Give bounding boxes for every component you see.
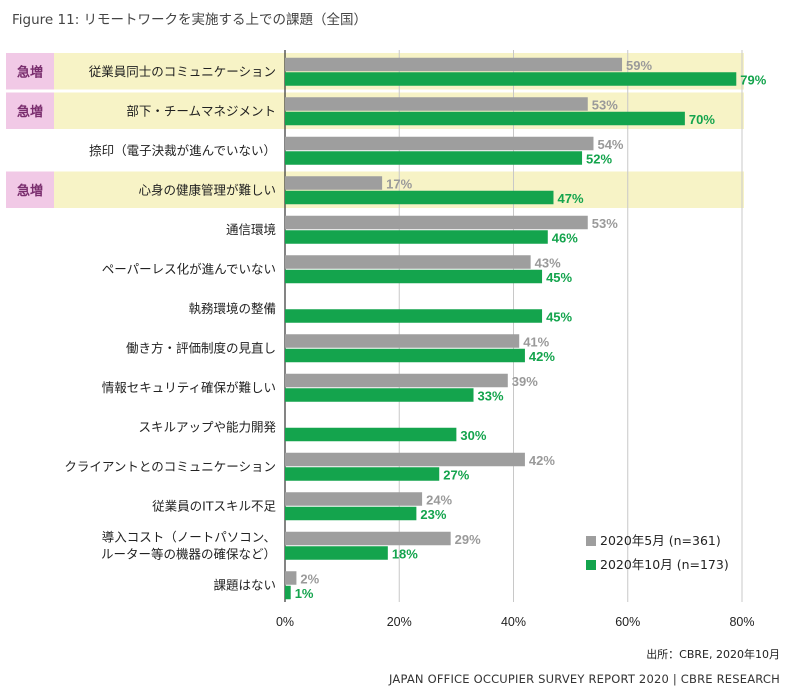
highlight-tag-label: 急増 [17, 104, 43, 120]
data-label: 45% [546, 309, 572, 324]
x-tick-label: 20% [387, 615, 412, 629]
category-label: クライアントとのコミュニケーション [64, 459, 276, 474]
data-label: 52% [586, 151, 612, 166]
data-label: 23% [420, 507, 446, 522]
bar-2020-oct [285, 388, 474, 402]
data-label: 42% [529, 453, 555, 468]
data-label: 17% [386, 176, 412, 191]
data-label: 33% [478, 388, 504, 403]
category-label: 通信環境 [226, 222, 276, 237]
bar-2020-oct [285, 585, 291, 600]
category-label: 執務環境の整備 [188, 301, 276, 316]
data-label: 2% [300, 571, 319, 586]
x-tick-label: 40% [501, 615, 526, 629]
bar-2020-oct [285, 546, 388, 560]
bar-2020-oct [285, 348, 525, 363]
data-label: 46% [552, 230, 578, 245]
bar-2020-may [285, 255, 531, 269]
bar-2020-oct [285, 111, 685, 126]
x-tick-label: 80% [729, 615, 754, 629]
legend-label: 2020年5月 (n=361) [600, 533, 721, 548]
data-label: 54% [597, 137, 623, 152]
legend: 2020年5月 (n=361) 2020年10月 (n=173) [586, 533, 729, 572]
category-label: 捺印（電子決裁が進んでいない） [89, 143, 276, 158]
bar-2020-may [285, 531, 451, 546]
bar-2020-oct [285, 72, 737, 86]
x-tick-label: 60% [615, 615, 640, 629]
data-label: 79% [740, 72, 766, 87]
category-label: 課題はない [213, 577, 276, 592]
category-label: 部下・チームマネジメント [126, 103, 276, 118]
bar-2020-oct [285, 467, 440, 481]
chart-title: Figure 11: リモートワークを実施する上での課題（全国） [12, 12, 368, 28]
category-label: 働き方・評価制度の見直し [126, 340, 276, 355]
bar-2020-may [285, 571, 297, 585]
highlight-tag-label: 急増 [17, 64, 43, 80]
category-label: 従業員のITスキル不足 [152, 498, 276, 513]
legend-label: 2020年10月 (n=173) [600, 557, 729, 572]
bar-2020-oct [285, 230, 548, 244]
data-label: 42% [529, 349, 555, 364]
data-label: 53% [592, 97, 618, 112]
category-label: ペーパーレス化が進んでいない [102, 261, 276, 276]
bar-2020-oct [285, 506, 417, 521]
bar-2020-oct [285, 269, 543, 284]
legend-swatch-2020-oct [586, 560, 596, 570]
bar-2020-oct [285, 427, 457, 442]
category-label: 従業員同士のコミュニケーション [89, 64, 276, 79]
highlight-tag-box [6, 53, 54, 90]
category-label: 情報セキュリティ確保が難しい [102, 380, 276, 395]
data-label: 29% [455, 532, 481, 547]
bar-2020-may [285, 215, 588, 230]
highlight-tag-box [6, 171, 54, 208]
category-label: スキルアップや能力開発 [138, 419, 276, 434]
category-label: ルーター等の機器の確保など） [101, 546, 276, 561]
bar-2020-oct [285, 309, 543, 323]
bar-2020-oct [285, 151, 583, 165]
value-labels: 59%79%53%70%54%52%17%47%53%46%43%45%45%4… [295, 58, 767, 601]
category-label: 心身の健康管理が難しい [138, 182, 276, 197]
report-footer: JAPAN OFFICE OCCUPIER SURVEY REPORT 2020… [388, 672, 780, 686]
data-label: 53% [592, 216, 618, 231]
x-axis: 0% 20% 40% 60% 80% [276, 615, 755, 629]
data-label: 70% [689, 112, 715, 127]
data-label: 45% [546, 270, 572, 285]
x-tick-label: 0% [276, 615, 294, 629]
bar-2020-may [285, 136, 594, 151]
data-label: 18% [392, 546, 418, 561]
data-label: 41% [523, 334, 549, 349]
category-labels: 従業員同士のコミュニケーション部下・チームマネジメント捺印（電子決裁が進んでいな… [64, 64, 276, 593]
data-label: 47% [557, 191, 583, 206]
category-label: 導入コスト（ノートパソコン、 [102, 529, 276, 544]
bar-2020-oct [285, 190, 554, 205]
source-note: 出所：CBRE, 2020年10月 [646, 648, 780, 661]
highlight-tag-label: 急増 [17, 183, 43, 199]
data-label: 27% [443, 467, 469, 482]
data-label: 39% [512, 374, 538, 389]
bar-2020-may [285, 97, 588, 111]
bar-2020-may [285, 176, 383, 190]
data-label: 30% [460, 428, 486, 443]
bars [285, 57, 737, 600]
legend-swatch-2020-may [586, 536, 596, 546]
data-label: 24% [426, 492, 452, 507]
bar-2020-may [285, 57, 623, 72]
bar-2020-may [285, 492, 423, 506]
bar-2020-may [285, 452, 525, 467]
data-label: 43% [535, 255, 561, 270]
bar-2020-may [285, 373, 508, 388]
data-label: 59% [626, 58, 652, 73]
highlight-tag-box [6, 92, 54, 129]
bar-2020-may [285, 334, 520, 348]
data-label: 1% [295, 586, 314, 601]
